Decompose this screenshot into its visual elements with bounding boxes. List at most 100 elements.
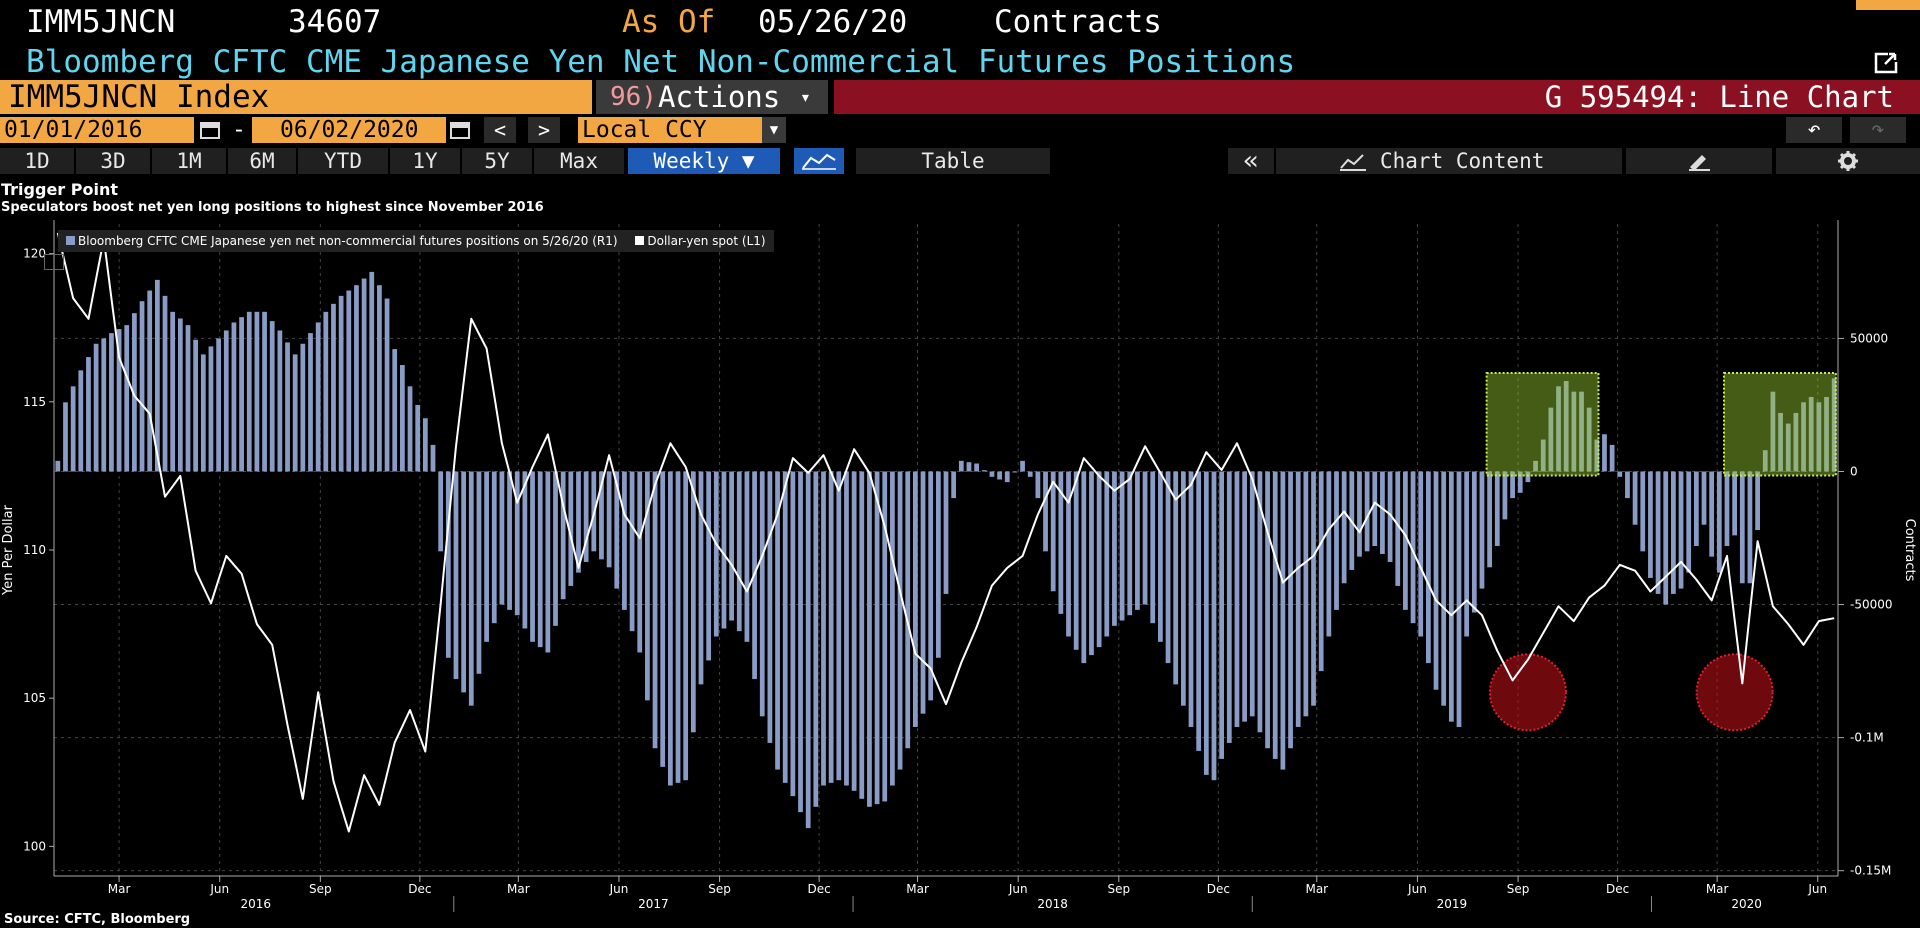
- highlight-circle: [1695, 653, 1774, 732]
- date-range-bar: 01/01/2016 - 06/02/2020 < > Local CCY ▼ …: [0, 114, 1920, 145]
- bar: [1816, 402, 1822, 472]
- zoom-icon[interactable]: [44, 254, 64, 270]
- bar: [1755, 471, 1760, 531]
- period-button-1d[interactable]: 1D: [0, 148, 74, 174]
- chevron-down-icon[interactable]: ▼: [762, 117, 786, 143]
- bar: [1165, 471, 1171, 664]
- bar: [1716, 471, 1722, 573]
- bar: [70, 386, 76, 472]
- frequency-select[interactable]: Weekly ▼: [628, 148, 780, 174]
- bar: [1219, 471, 1225, 759]
- left-tick-label: 100: [23, 839, 46, 853]
- x-tick-label: Jun: [609, 882, 629, 896]
- bar: [1686, 471, 1692, 573]
- bar: [736, 471, 742, 632]
- end-date: 06/02/2020: [280, 117, 419, 143]
- bar: [1142, 471, 1148, 605]
- line-chart-icon[interactable]: [794, 148, 844, 174]
- bar: [1257, 471, 1263, 733]
- currency-select[interactable]: Local CCY: [578, 117, 762, 143]
- security-name: IMM5JNCN Index: [8, 79, 270, 115]
- units-label: Contracts: [994, 4, 1162, 40]
- start-date-field[interactable]: 01/01/2016: [0, 117, 194, 143]
- bar: [729, 471, 734, 621]
- period-button-6m[interactable]: 6M: [228, 148, 296, 174]
- bar: [1785, 423, 1791, 472]
- bar: [576, 471, 581, 573]
- bar: [645, 471, 650, 701]
- bar: [821, 471, 826, 786]
- gear-icon[interactable]: [1776, 148, 1920, 174]
- redo-button[interactable]: ↷: [1850, 117, 1906, 143]
- chart-content-button[interactable]: Chart Content: [1276, 148, 1622, 174]
- bar: [537, 471, 543, 648]
- bar: [239, 317, 244, 472]
- bar: [1265, 471, 1270, 749]
- bar: [935, 471, 941, 658]
- end-date-field[interactable]: 06/02/2020: [252, 117, 446, 143]
- bar: [1234, 471, 1240, 727]
- bar: [1173, 471, 1179, 685]
- bar: [614, 471, 620, 589]
- export-icon[interactable]: [1872, 50, 1900, 76]
- bar: [874, 471, 880, 805]
- as-of-label: As Of: [622, 4, 716, 40]
- bar: [384, 298, 390, 472]
- bar: [1441, 471, 1447, 706]
- bar: [438, 471, 444, 552]
- undo-button[interactable]: ↶: [1786, 117, 1842, 143]
- bar: [1648, 471, 1653, 578]
- period-button-1y[interactable]: 1Y: [390, 148, 460, 174]
- x-tick-label: Sep: [309, 882, 332, 896]
- bar: [300, 343, 306, 472]
- bar: [1808, 396, 1814, 472]
- actions-menu[interactable]: 96) Actions ▾: [596, 80, 828, 114]
- collapse-button[interactable]: «: [1228, 148, 1274, 174]
- bar: [522, 471, 528, 629]
- bar: [1127, 471, 1133, 616]
- security-field[interactable]: IMM5JNCN Index: [0, 80, 592, 114]
- bar: [338, 295, 344, 472]
- bar: [1295, 471, 1301, 727]
- bar: [1671, 471, 1676, 594]
- bar: [1119, 471, 1125, 621]
- edit-icon[interactable]: [1626, 148, 1772, 174]
- period-button-5y[interactable]: 5Y: [462, 148, 532, 174]
- bar: [1525, 471, 1531, 483]
- bar: [1747, 471, 1753, 584]
- bar: [1778, 412, 1783, 472]
- bar: [185, 325, 191, 472]
- bar: [323, 311, 329, 472]
- x-tick-label: Jun: [209, 882, 229, 896]
- bar: [1425, 471, 1431, 664]
- bar: [767, 471, 773, 743]
- bar: [660, 471, 666, 767]
- period-button-max[interactable]: Max: [534, 148, 624, 174]
- year-label: 2019: [1437, 897, 1468, 911]
- bar: [1663, 471, 1669, 605]
- highlight-circle: [1488, 653, 1567, 732]
- bar: [629, 471, 635, 632]
- period-button-ytd[interactable]: YTD: [298, 148, 388, 174]
- bar: [905, 471, 911, 749]
- bar: [912, 471, 918, 727]
- period-button-1m[interactable]: 1M: [152, 148, 226, 174]
- bar: [1487, 471, 1492, 568]
- next-period-button[interactable]: >: [528, 117, 560, 143]
- period-button-3d[interactable]: 3D: [76, 148, 150, 174]
- bar: [1770, 391, 1776, 472]
- bar: [966, 462, 972, 472]
- prev-period-button[interactable]: <: [484, 117, 516, 143]
- calendar-icon[interactable]: [198, 119, 222, 141]
- bar: [981, 470, 987, 472]
- bar: [361, 278, 367, 472]
- calendar-icon[interactable]: [448, 119, 472, 141]
- bar: [1318, 471, 1324, 672]
- bar: [63, 402, 68, 472]
- bar: [369, 271, 375, 472]
- table-button[interactable]: Table: [856, 148, 1050, 174]
- bar: [1448, 471, 1454, 722]
- bar: [1724, 471, 1730, 547]
- bar: [1035, 471, 1041, 499]
